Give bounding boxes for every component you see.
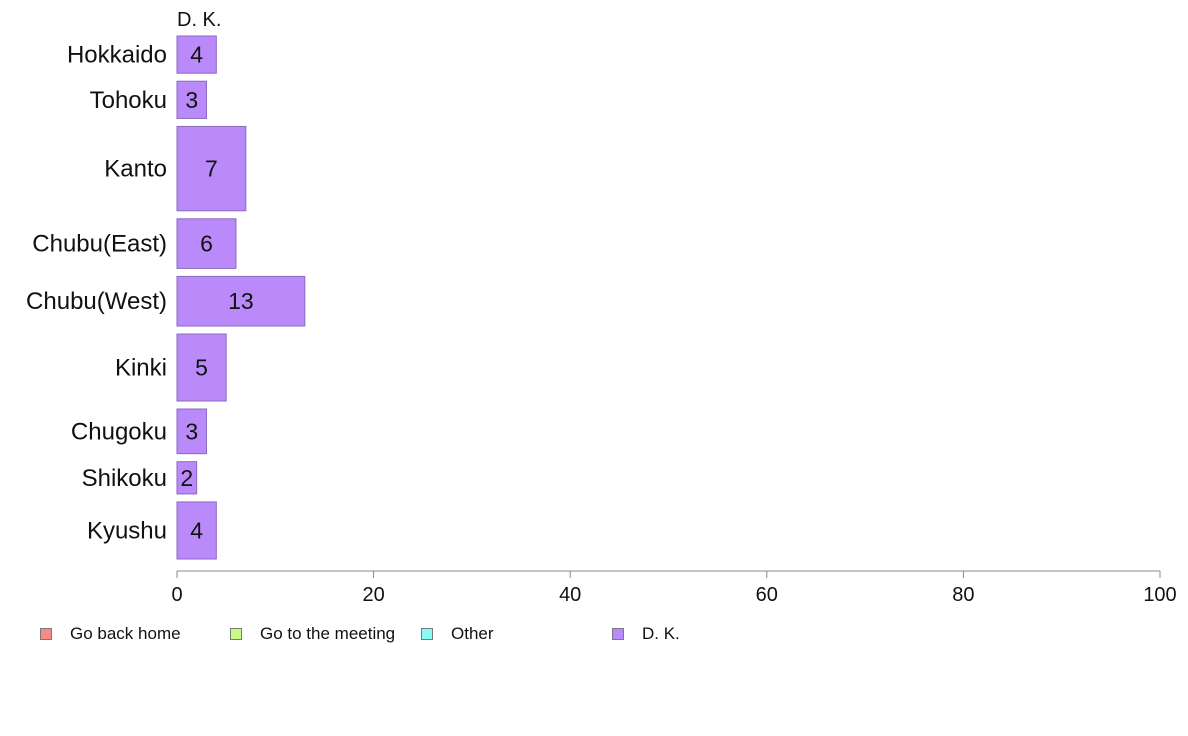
category-label: Kanto bbox=[104, 156, 167, 183]
x-tick-label: 40 bbox=[559, 584, 581, 606]
data-label: 3 bbox=[185, 87, 198, 113]
bar-kinki bbox=[176, 333, 227, 402]
category-label: Shikoku bbox=[82, 465, 167, 492]
data-label: 3 bbox=[185, 418, 198, 444]
data-label: 13 bbox=[228, 288, 254, 314]
bar-kanto bbox=[176, 125, 247, 212]
legend-label: Other bbox=[451, 624, 494, 643]
category-label: Tohoku bbox=[90, 87, 167, 114]
x-tick-label: 0 bbox=[171, 584, 182, 606]
category-label: Hokkaido bbox=[67, 42, 167, 69]
bar-header-label: D. K. bbox=[177, 9, 221, 31]
legend-label: Go to the meeting bbox=[260, 624, 396, 643]
category-label: Chugoku bbox=[71, 418, 167, 445]
data-label: 6 bbox=[200, 231, 213, 257]
bar-shikoku bbox=[176, 461, 198, 495]
legend-label: Go back home bbox=[70, 624, 181, 643]
data-label: 7 bbox=[205, 156, 218, 182]
category-label: Chubu(West) bbox=[26, 288, 167, 315]
bar-chubu-east- bbox=[176, 218, 237, 269]
bar-chubu-west- bbox=[176, 275, 306, 327]
x-tick-label: 100 bbox=[1143, 584, 1176, 606]
legend-swatch bbox=[230, 628, 242, 640]
legend-swatch bbox=[421, 628, 433, 640]
legend-item: Other bbox=[421, 624, 494, 644]
x-tick-label: 60 bbox=[756, 584, 778, 606]
legend-item: Go back home bbox=[40, 624, 181, 644]
legend-item: Go to the meeting bbox=[230, 624, 395, 644]
bar-tohoku bbox=[176, 80, 207, 119]
legend-item: D. K. bbox=[612, 624, 680, 644]
bar-chugoku bbox=[176, 408, 207, 455]
bar-kyushu bbox=[176, 501, 217, 560]
legend: Go back home Go to the meeting Other D. K. bbox=[40, 624, 740, 644]
category-label: Chubu(East) bbox=[32, 231, 167, 258]
legend-swatch bbox=[40, 628, 52, 640]
category-label: Kyushu bbox=[87, 517, 167, 544]
category-label: Kinki bbox=[115, 355, 167, 382]
bar-hokkaido bbox=[176, 35, 217, 74]
data-label: 5 bbox=[195, 355, 208, 381]
data-label: 4 bbox=[190, 42, 203, 68]
x-tick-label: 80 bbox=[952, 584, 974, 606]
legend-label: D. K. bbox=[642, 624, 680, 643]
legend-swatch bbox=[612, 628, 624, 640]
data-label: 4 bbox=[190, 517, 203, 543]
x-tick-label: 20 bbox=[362, 584, 384, 606]
data-label: 2 bbox=[180, 465, 193, 491]
